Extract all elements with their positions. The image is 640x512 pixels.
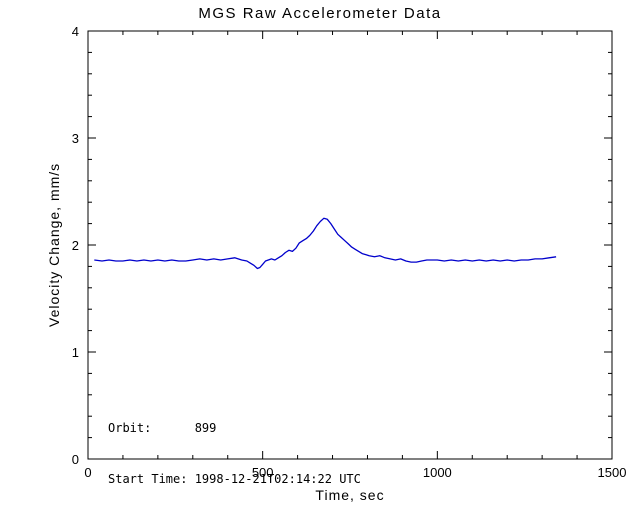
y-tick-label: 4 <box>72 24 79 39</box>
x-axis-label: Time, sec <box>315 487 385 503</box>
y-tick-label: 2 <box>72 238 79 253</box>
x-tick-label: 500 <box>252 465 274 480</box>
data-series-line <box>94 217 557 270</box>
annotation-block: Orbit: 899 Start Time: 1998-12-21T02:14:… <box>108 386 361 512</box>
x-tick-label: 1000 <box>423 465 452 480</box>
annotation-start-time: Start Time: 1998-12-21T02:14:22 UTC <box>108 472 361 486</box>
y-tick-label: 3 <box>72 131 79 146</box>
annotation-orbit: Orbit: 899 <box>108 421 217 435</box>
y-tick-label: 0 <box>72 452 79 467</box>
chart-title: MGS Raw Accelerometer Data <box>198 5 442 22</box>
y-tick-label: 1 <box>72 345 79 360</box>
x-tick-label: 1500 <box>598 465 627 480</box>
x-tick-label: 0 <box>84 465 91 480</box>
